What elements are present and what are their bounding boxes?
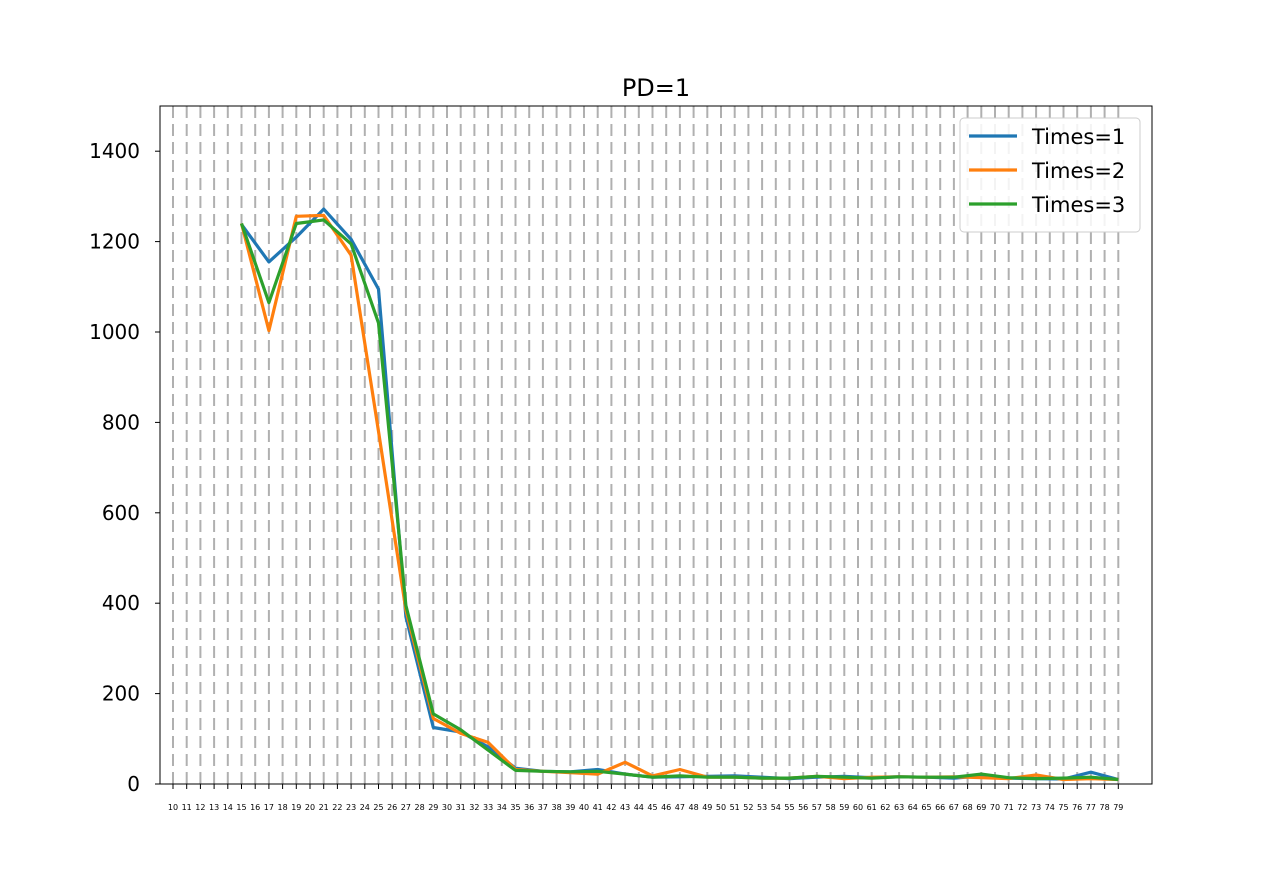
x-tick-label: 52 bbox=[743, 803, 753, 812]
x-tick-label: 57 bbox=[812, 803, 822, 812]
x-tick-label: 25 bbox=[373, 803, 383, 812]
x-tick-label: 75 bbox=[1058, 803, 1068, 812]
y-tick-label: 1000 bbox=[89, 320, 140, 344]
x-tick-label: 44 bbox=[634, 803, 644, 812]
x-tick-label: 67 bbox=[949, 803, 959, 812]
x-tick-label: 14 bbox=[223, 803, 233, 812]
x-tick-label: 30 bbox=[442, 803, 452, 812]
x-tick-label: 51 bbox=[730, 803, 740, 812]
legend-label: Times=1 bbox=[1031, 125, 1125, 149]
x-tick-label: 48 bbox=[689, 803, 699, 812]
legend: Times=1 Times=2 Times=3 bbox=[959, 117, 1141, 233]
legend-label: Times=3 bbox=[1031, 193, 1125, 217]
y-tick-label: 1200 bbox=[89, 230, 140, 254]
x-tick-label: 16 bbox=[250, 803, 260, 812]
x-tick-label: 78 bbox=[1100, 803, 1110, 812]
y-tick-label: 400 bbox=[102, 591, 140, 615]
x-tick-label: 43 bbox=[620, 803, 630, 812]
x-tick-label: 66 bbox=[935, 803, 945, 812]
x-tick-label: 63 bbox=[894, 803, 904, 812]
x-tick-label: 35 bbox=[510, 803, 520, 812]
x-tick-label: 34 bbox=[497, 803, 507, 812]
legend-label: Times=2 bbox=[1031, 159, 1125, 183]
x-tick-label: 45 bbox=[647, 803, 657, 812]
x-tick-label: 46 bbox=[661, 803, 671, 812]
x-tick-label: 10 bbox=[168, 803, 178, 812]
x-tick-label: 36 bbox=[524, 803, 534, 812]
y-tick-label: 800 bbox=[102, 410, 140, 434]
x-tick-label: 29 bbox=[428, 803, 438, 812]
x-tick-label: 33 bbox=[483, 803, 493, 812]
x-tick-label: 42 bbox=[606, 803, 616, 812]
x-tick-label: 32 bbox=[469, 803, 479, 812]
x-tick-label: 59 bbox=[839, 803, 849, 812]
x-tick-label: 27 bbox=[401, 803, 411, 812]
x-tick-label: 53 bbox=[757, 803, 767, 812]
x-tick-label: 64 bbox=[908, 803, 918, 812]
x-tick-label: 22 bbox=[332, 803, 342, 812]
x-tick-label: 11 bbox=[182, 803, 192, 812]
x-tick-label: 58 bbox=[826, 803, 836, 812]
x-tick-label: 61 bbox=[867, 803, 877, 812]
chart-title: PD=1 bbox=[622, 74, 690, 102]
x-tick-label: 62 bbox=[880, 803, 890, 812]
x-tick-label: 39 bbox=[565, 803, 575, 812]
x-tick-label: 13 bbox=[209, 803, 219, 812]
x-tick-label: 37 bbox=[538, 803, 548, 812]
x-tick-label: 68 bbox=[963, 803, 973, 812]
x-tick-label: 49 bbox=[702, 803, 712, 812]
x-tick-label: 72 bbox=[1017, 803, 1027, 812]
x-tick-label: 69 bbox=[976, 803, 986, 812]
y-tick-label: 0 bbox=[127, 772, 140, 796]
series-lines bbox=[239, 207, 1119, 782]
x-tick-label: 74 bbox=[1045, 803, 1055, 812]
x-tick-label: 19 bbox=[291, 803, 301, 812]
x-tick-label: 40 bbox=[579, 803, 589, 812]
x-tick-label: 47 bbox=[675, 803, 685, 812]
x-tick-label: 55 bbox=[784, 803, 794, 812]
series-line-2 bbox=[239, 213, 1119, 782]
x-tick-label: 70 bbox=[990, 803, 1000, 812]
y-tick-label: 600 bbox=[102, 501, 140, 525]
x-tick-label: 50 bbox=[716, 803, 726, 812]
x-tick-label: 24 bbox=[360, 803, 370, 812]
x-tick-label: 31 bbox=[456, 803, 466, 812]
x-tick-label: 76 bbox=[1072, 803, 1082, 812]
x-tick-label: 65 bbox=[921, 803, 931, 812]
x-tick-label: 71 bbox=[1004, 803, 1014, 812]
x-tick-label: 77 bbox=[1086, 803, 1096, 812]
x-tick-label: 79 bbox=[1113, 803, 1123, 812]
x-tick-label: 41 bbox=[593, 803, 603, 812]
x-tick-label: 21 bbox=[319, 803, 329, 812]
x-tick-label: 23 bbox=[346, 803, 356, 812]
x-tick-label: 60 bbox=[853, 803, 863, 812]
x-tick-label: 18 bbox=[278, 803, 288, 812]
x-tick-label: 15 bbox=[236, 803, 246, 812]
x-tick-label: 26 bbox=[387, 803, 397, 812]
x-tick-label: 38 bbox=[552, 803, 562, 812]
x-tick-label: 17 bbox=[264, 803, 274, 812]
x-tick-label: 12 bbox=[195, 803, 205, 812]
x-tick-label: 54 bbox=[771, 803, 781, 812]
series-line-3 bbox=[239, 218, 1119, 782]
axes: 10 11 12 13 14 15 16 17 18 19 20 21 22 23 24 25 26 27 28 29… bbox=[89, 139, 1123, 812]
y-tick-label: 200 bbox=[102, 682, 140, 706]
x-tick-label: 20 bbox=[305, 803, 315, 812]
x-tick-label: 73 bbox=[1031, 803, 1041, 812]
y-tick-label: 1400 bbox=[89, 139, 140, 163]
plot-frame bbox=[159, 105, 1153, 785]
x-tick-label: 28 bbox=[415, 803, 425, 812]
x-tick-label: 56 bbox=[798, 803, 808, 812]
